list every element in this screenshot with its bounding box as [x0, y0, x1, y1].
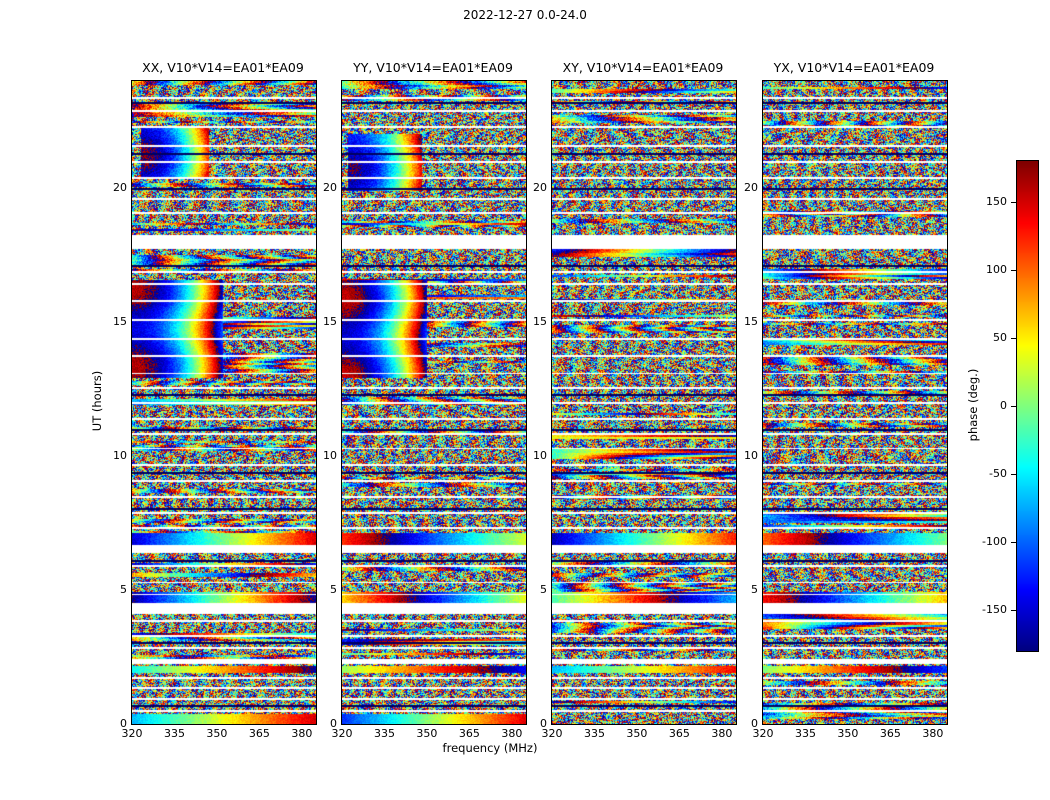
x-tick-label: 320 [752, 727, 774, 740]
y-tick-label: 0 [120, 717, 127, 730]
y-tick-label: 0 [751, 717, 758, 730]
y-tick-label: 5 [540, 583, 547, 597]
y-tick-label: 10 [744, 449, 758, 463]
y-tick-label: 15 [323, 315, 337, 329]
y-tick-label: 5 [120, 583, 127, 597]
x-tick-label: 350 [206, 727, 228, 740]
y-tick-label: 10 [533, 449, 547, 463]
x-tick-label: 380 [711, 727, 733, 740]
y-tick-label: 0 [540, 717, 547, 730]
colorbar-tick-mark [1011, 610, 1016, 612]
x-axis-label: frequency (MHz) [442, 741, 538, 755]
y-tick-label: 15 [744, 315, 758, 329]
heatmap-panel-yx [762, 80, 948, 725]
colorbar-tick-label: -100 [982, 535, 1007, 549]
x-tick-label: 335 [583, 727, 605, 740]
colorbar-tick-mark [1011, 201, 1016, 203]
x-tick-label: 380 [922, 727, 944, 740]
colorbar-tick-mark [1011, 269, 1016, 271]
y-tick-label: 0 [330, 717, 337, 730]
heatmap-panel-yy [341, 80, 527, 725]
x-tick-label: 320 [541, 727, 563, 740]
x-tick-label: 365 [248, 727, 270, 740]
colorbar-tick-mark [1011, 337, 1016, 339]
panel-title-yx: YX, V10*V14=EA01*EA09 [773, 60, 935, 75]
heatmap-panel-xy [551, 80, 737, 725]
panel-title-xy: XY, V10*V14=EA01*EA09 [562, 60, 724, 75]
y-tick-label: 20 [744, 181, 758, 195]
colorbar-tick-label: 0 [1000, 399, 1007, 412]
x-tick-label: 320 [331, 727, 353, 740]
y-tick-label: 15 [113, 315, 127, 329]
x-tick-label: 365 [879, 727, 901, 740]
panel-title-xx: XX, V10*V14=EA01*EA09 [142, 60, 304, 75]
x-tick-label: 320 [121, 727, 143, 740]
x-tick-label: 350 [837, 727, 859, 740]
y-tick-label: 20 [113, 181, 127, 195]
colorbar-tick-mark [1011, 474, 1016, 476]
x-tick-label: 335 [794, 727, 816, 740]
y-tick-label: 20 [533, 181, 547, 195]
x-tick-label: 365 [668, 727, 690, 740]
y-tick-label: 5 [330, 583, 337, 597]
x-tick-label: 380 [291, 727, 313, 740]
y-tick-label: 20 [323, 181, 337, 195]
colorbar-tick-mark [1011, 542, 1016, 544]
heatmap-panel-xx [131, 80, 317, 725]
colorbar-gradient [1016, 160, 1039, 652]
x-tick-label: 380 [501, 727, 523, 740]
y-tick-label: 15 [533, 315, 547, 329]
x-tick-label: 335 [373, 727, 395, 740]
y-tick-label: 10 [113, 449, 127, 463]
colorbar-tick-label: -50 [989, 467, 1007, 481]
colorbar-tick-label: -150 [982, 603, 1007, 617]
y-axis-label: UT (hours) [90, 370, 104, 432]
colorbar-tick-label: 100 [986, 262, 1007, 276]
x-tick-label: 365 [458, 727, 480, 740]
y-tick-label: 10 [323, 449, 337, 463]
x-tick-label: 350 [626, 727, 648, 740]
x-tick-label: 335 [163, 727, 185, 740]
x-tick-label: 350 [416, 727, 438, 740]
colorbar-tick-label: 150 [986, 194, 1007, 208]
colorbar-tick-mark [1011, 406, 1016, 407]
colorbar-tick-label: 50 [993, 330, 1007, 344]
y-tick-label: 5 [751, 583, 758, 597]
figure-title: 2022-12-27 0.0-24.0 [463, 8, 587, 22]
panel-title-yy: YY, V10*V14=EA01*EA09 [353, 60, 513, 75]
